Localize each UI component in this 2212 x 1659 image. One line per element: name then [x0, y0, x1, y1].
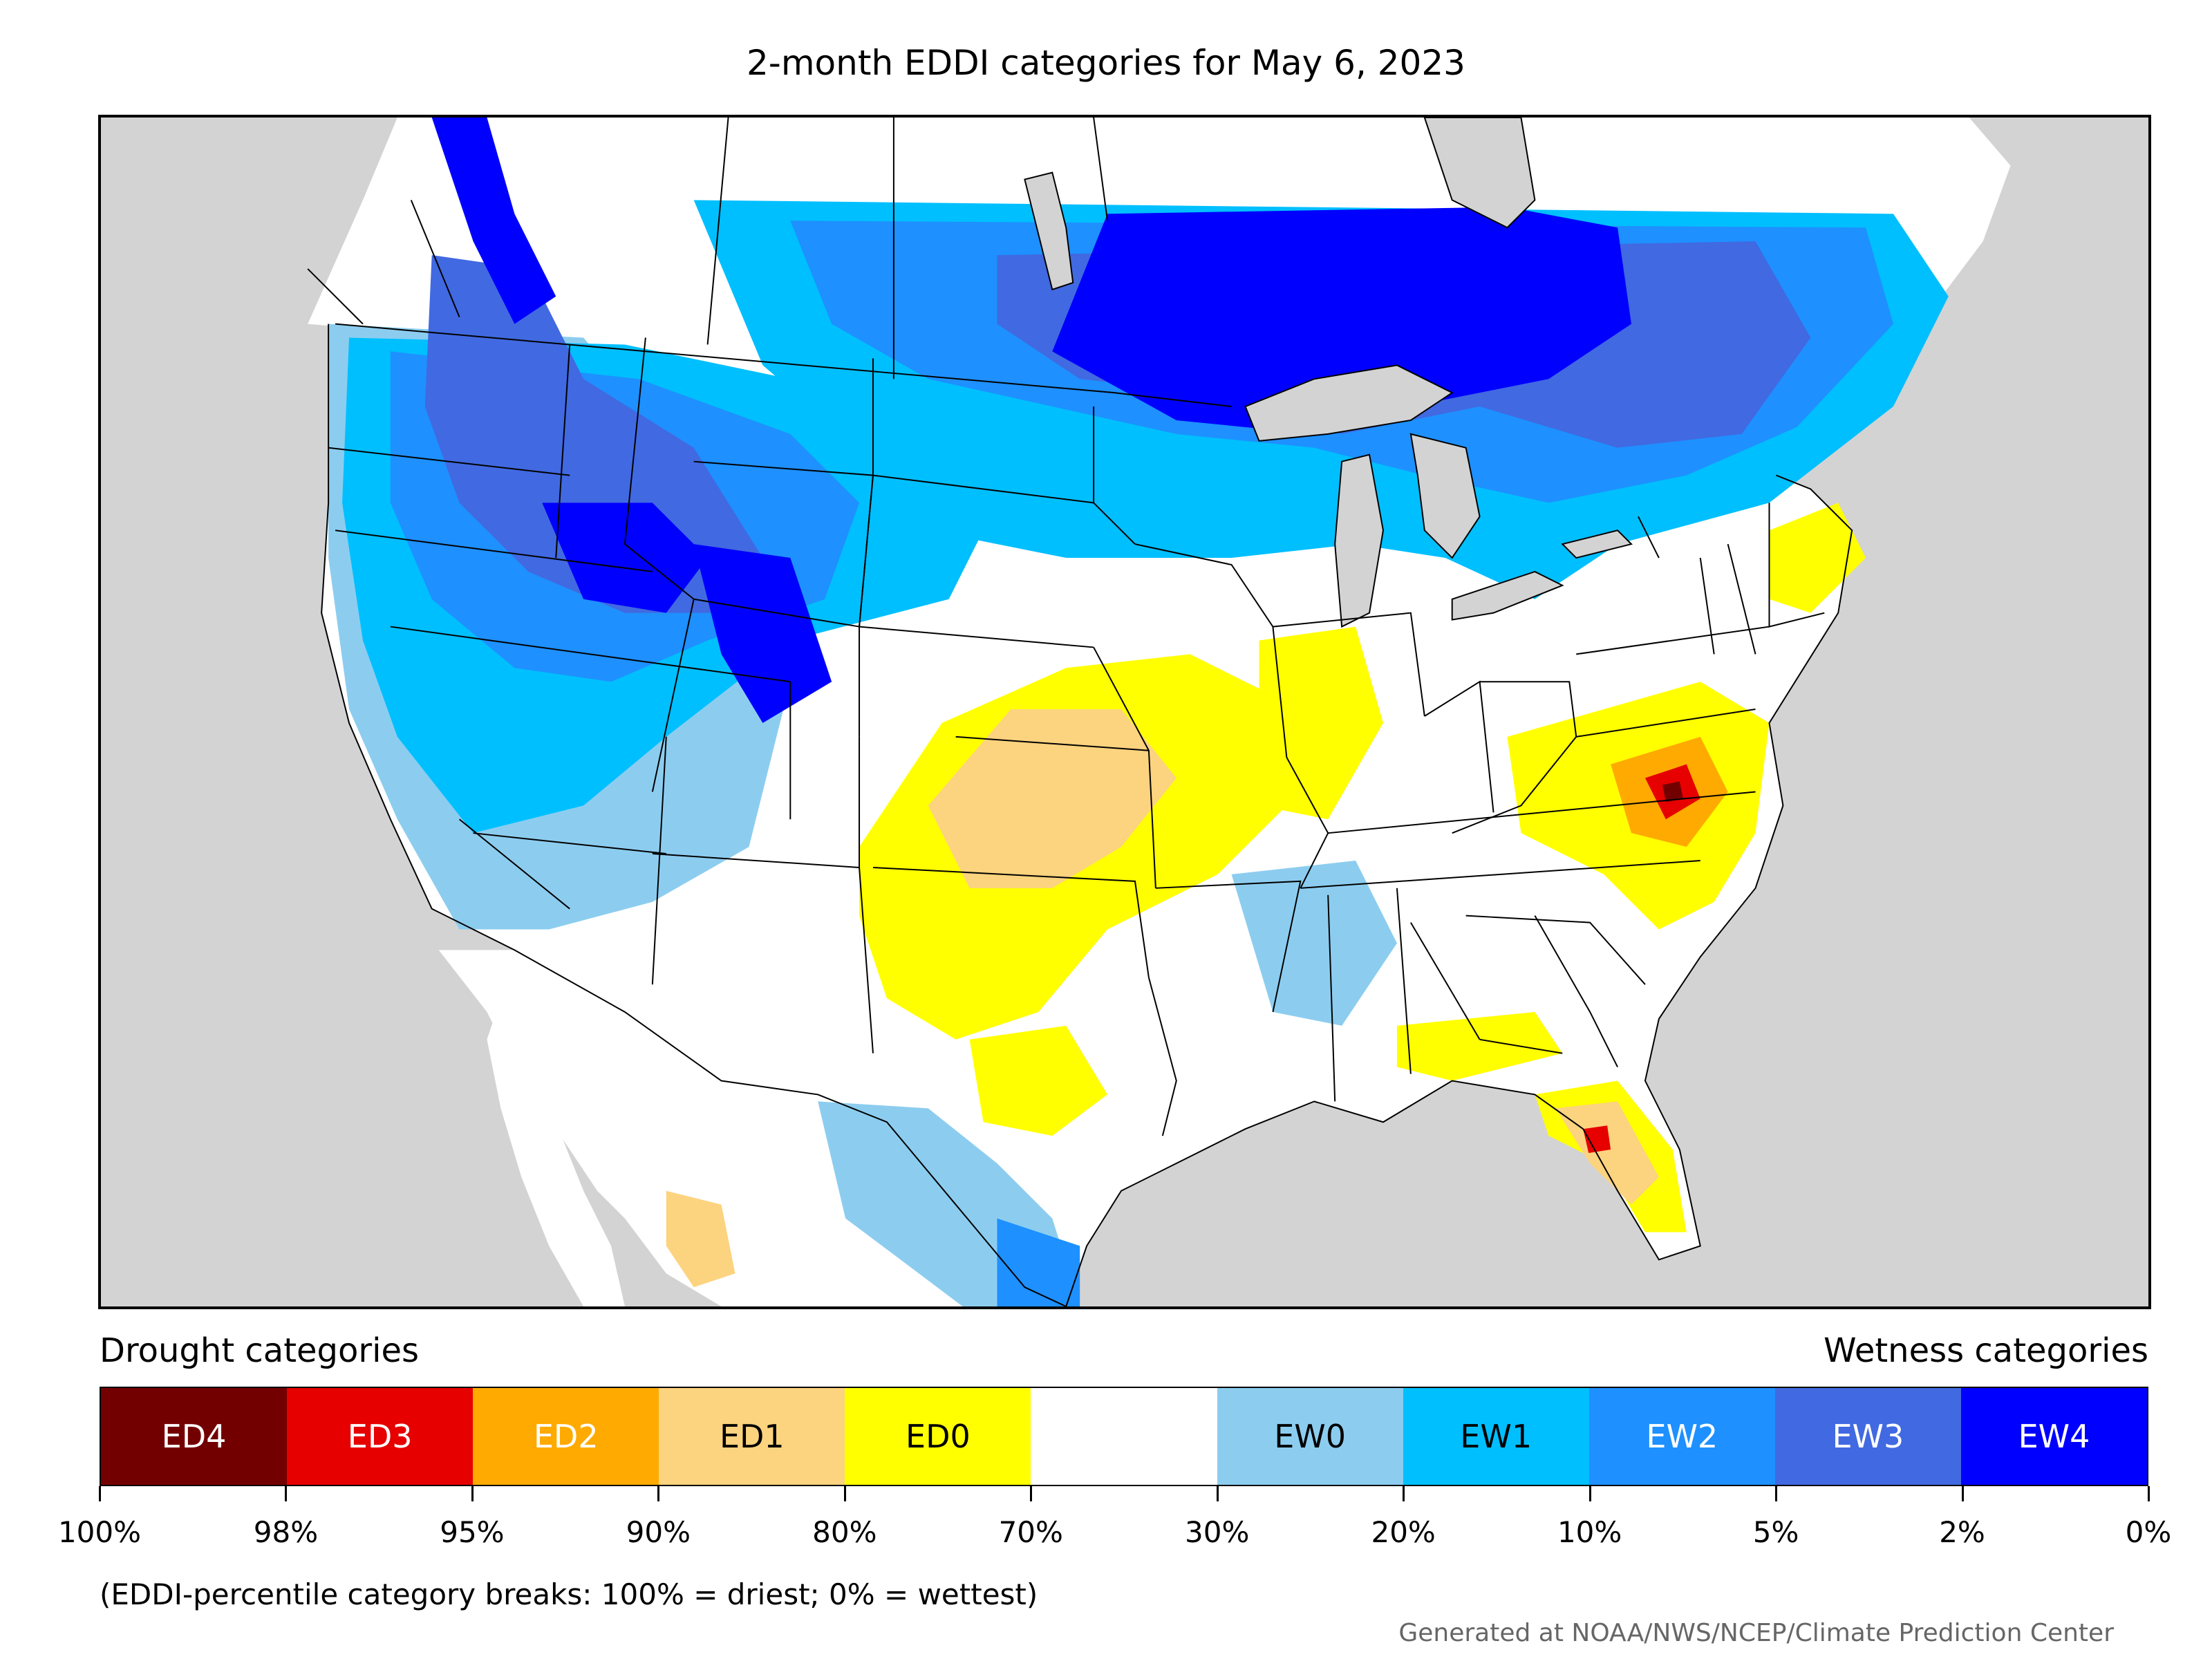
colorbar-segment: EW1 — [1403, 1388, 1589, 1485]
ew4-region-west — [431, 118, 832, 723]
lake-erie — [1451, 570, 1564, 621]
credit-line: Generated at NOAA/NWS/NCEP/Climate Predi… — [1398, 1619, 2114, 1647]
colorbar-tick — [1216, 1486, 1219, 1501]
colorbar-tick — [1588, 1486, 1591, 1501]
colorbar-tick-label: 70% — [998, 1515, 1063, 1549]
lake-huron — [1409, 433, 1481, 559]
colorbar-tick-label: 98% — [253, 1515, 319, 1549]
colorbar-tick — [1030, 1486, 1033, 1501]
colorbar-segment: EW0 — [1217, 1388, 1403, 1485]
lake-ontario — [1561, 529, 1633, 559]
ew3-region-west — [424, 255, 763, 613]
colorbar-tick — [285, 1486, 288, 1501]
colorbar-segment: ED1 — [659, 1388, 845, 1485]
colorbar-segment — [1031, 1388, 1217, 1485]
colorbar-tick — [657, 1486, 660, 1501]
ed0-region-missouri — [1259, 626, 1383, 820]
colorbar-tick — [1403, 1486, 1405, 1501]
colorbar-tick — [99, 1486, 101, 1501]
colorbar-tick-label: 100% — [57, 1515, 142, 1549]
map-title: 2-month EDDI categories for May 6, 2023 — [747, 43, 1465, 83]
colorbar-ticks — [99, 1486, 2150, 1507]
baja-california — [487, 998, 625, 1306]
colorbar-tick — [1775, 1486, 1778, 1501]
category-colorbar: ED4 ED3 ED2 ED1 ED0 EW0 EW1 EW2 EW3 EW4 — [100, 1387, 2148, 1486]
lake-winnipeg — [1024, 171, 1074, 291]
ed4-region-virginia — [1662, 781, 1683, 803]
colorbar-segment: ED2 — [473, 1388, 659, 1485]
ew1-region-texas-coast — [997, 1218, 1080, 1306]
ed0-region-northeast — [1769, 503, 1866, 613]
ed0-region-texas — [969, 1025, 1108, 1136]
colorbar-tick — [471, 1486, 474, 1501]
colorbar-tick — [1961, 1486, 1964, 1501]
ed0-region-gulf — [1396, 1011, 1563, 1081]
colorbar-tick-label: 30% — [1185, 1515, 1250, 1549]
ew4-region-north — [1052, 207, 1632, 434]
lake-michigan — [1334, 453, 1385, 628]
wetness-categories-heading: Wetness categories — [1824, 1331, 2148, 1370]
colorbar-segment: ED3 — [287, 1388, 474, 1485]
colorbar-segment: ED4 — [101, 1388, 288, 1485]
us-coastline — [321, 324, 1853, 1306]
colorbar-tick — [2148, 1486, 2150, 1501]
colorbar-tick-label: 0% — [2125, 1515, 2172, 1549]
ed1-region-baja — [666, 1190, 735, 1288]
colorbar-tick — [843, 1486, 846, 1501]
colorbar-tick-label: 80% — [812, 1515, 877, 1549]
colorbar-segment: EW4 — [1960, 1388, 2148, 1485]
ed1-region-plains — [928, 709, 1177, 888]
colorbar-tick-label: 95% — [440, 1515, 505, 1549]
state-boundaries — [307, 118, 1825, 1136]
map-canvas — [307, 118, 2011, 1306]
colorbar-tick-label: 5% — [1752, 1515, 1799, 1549]
drought-categories-heading: Drought categories — [100, 1331, 419, 1370]
colorbar-tick-label: 10% — [1557, 1515, 1622, 1549]
colorbar-segment: EW2 — [1588, 1388, 1775, 1485]
ed3-region-florida — [1583, 1125, 1611, 1154]
colorbar-segment: EW3 — [1774, 1388, 1961, 1485]
lake-superior — [1244, 364, 1454, 442]
colorbar-tick-label: 20% — [1371, 1515, 1436, 1549]
colorbar-tick-label: 90% — [626, 1515, 691, 1549]
eddi-map — [98, 115, 2151, 1309]
ew0-region-arkansas — [1231, 861, 1397, 1026]
category-breaks-note: (EDDI-percentile category breaks: 100% =… — [100, 1577, 1038, 1611]
colorbar-tick-label: 2% — [1939, 1515, 1985, 1549]
hudson-bay-edge — [1423, 118, 1536, 229]
colorbar-tick-labels: 100% 98% 95% 90% 80% 70% 30% 20% 10% 5% 2% 0% — [58, 1515, 2171, 1557]
colorbar-segment: ED0 — [845, 1388, 1031, 1485]
